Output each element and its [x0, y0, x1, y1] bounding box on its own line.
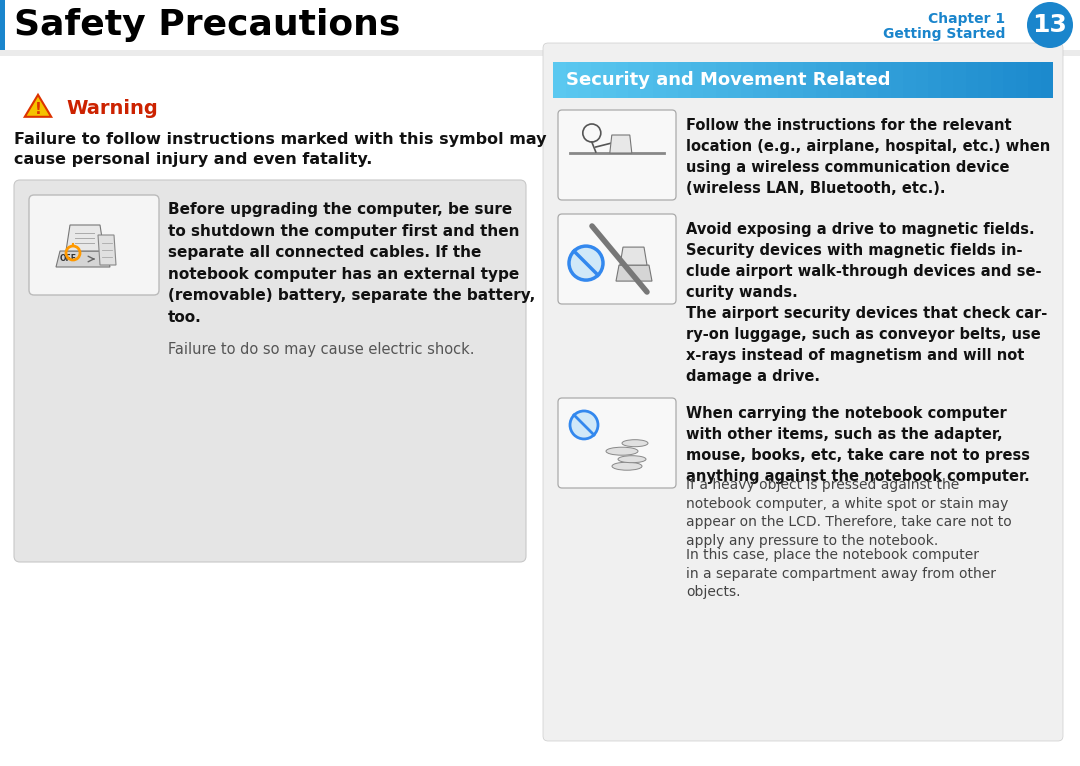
FancyBboxPatch shape: [29, 195, 159, 295]
Circle shape: [1027, 2, 1074, 48]
Bar: [627, 62, 642, 98]
Bar: [978, 62, 991, 98]
Bar: [653, 62, 666, 98]
Bar: [640, 62, 654, 98]
Polygon shape: [616, 265, 652, 281]
Bar: [1003, 62, 1016, 98]
Bar: [853, 62, 866, 98]
Bar: [878, 62, 891, 98]
Text: Follow the instructions for the relevant
location (e.g., airplane, hospital, etc: Follow the instructions for the relevant…: [686, 118, 1050, 196]
Bar: [578, 62, 592, 98]
Text: In this case, place the notebook computer
in a separate compartment away from ot: In this case, place the notebook compute…: [686, 548, 996, 599]
Text: Security and Movement Related: Security and Movement Related: [566, 71, 891, 89]
FancyBboxPatch shape: [558, 398, 676, 488]
Bar: [966, 62, 978, 98]
Bar: [928, 62, 942, 98]
Ellipse shape: [606, 447, 638, 455]
Bar: [828, 62, 841, 98]
Bar: [1028, 62, 1041, 98]
Bar: [804, 62, 816, 98]
FancyBboxPatch shape: [553, 62, 567, 98]
Bar: [690, 62, 704, 98]
Bar: [678, 62, 691, 98]
Polygon shape: [620, 247, 647, 265]
Text: Failure to do so may cause electric shock.: Failure to do so may cause electric shoc…: [168, 342, 474, 357]
Bar: [603, 62, 617, 98]
Bar: [753, 62, 767, 98]
Bar: [0, 0, 5, 50]
Bar: [741, 62, 754, 98]
Text: OFF: OFF: [60, 254, 77, 263]
Bar: [1015, 62, 1029, 98]
Bar: [1040, 62, 1053, 98]
Text: Getting Started: Getting Started: [882, 27, 1005, 41]
Circle shape: [569, 246, 603, 280]
Bar: [591, 62, 604, 98]
Bar: [703, 62, 716, 98]
Text: Warning: Warning: [66, 99, 158, 117]
Ellipse shape: [622, 440, 648, 447]
Polygon shape: [56, 251, 110, 267]
Text: Chapter 1: Chapter 1: [928, 12, 1005, 26]
Text: Avoid exposing a drive to magnetic fields.
Security devices with magnetic fields: Avoid exposing a drive to magnetic field…: [686, 222, 1041, 300]
Bar: [791, 62, 804, 98]
Text: !: !: [35, 103, 41, 117]
Text: 13: 13: [1032, 13, 1067, 37]
Bar: [616, 62, 629, 98]
Bar: [0, 0, 1080, 50]
Text: Safety Precautions: Safety Precautions: [14, 8, 401, 42]
Bar: [766, 62, 779, 98]
Bar: [566, 62, 579, 98]
Polygon shape: [25, 95, 51, 116]
Bar: [865, 62, 879, 98]
Circle shape: [570, 411, 598, 439]
Text: Failure to follow instructions marked with this symbol may: Failure to follow instructions marked wi…: [14, 132, 546, 147]
Bar: [0, 50, 1080, 56]
Polygon shape: [66, 225, 104, 251]
Bar: [990, 62, 1004, 98]
Bar: [815, 62, 829, 98]
Bar: [715, 62, 729, 98]
FancyBboxPatch shape: [558, 214, 676, 304]
Text: cause personal injury and even fatality.: cause personal injury and even fatality.: [14, 152, 373, 167]
Bar: [891, 62, 904, 98]
FancyBboxPatch shape: [558, 110, 676, 200]
Bar: [728, 62, 742, 98]
Bar: [941, 62, 954, 98]
Text: If a heavy object is pressed against the
notebook computer, a white spot or stai: If a heavy object is pressed against the…: [686, 478, 1012, 548]
Ellipse shape: [612, 462, 642, 470]
Bar: [778, 62, 792, 98]
Text: When carrying the notebook computer
with other items, such as the adapter,
mouse: When carrying the notebook computer with…: [686, 406, 1030, 484]
Bar: [0, 50, 1080, 53]
FancyBboxPatch shape: [14, 180, 526, 562]
Bar: [665, 62, 679, 98]
FancyBboxPatch shape: [543, 43, 1063, 741]
Bar: [953, 62, 967, 98]
Bar: [916, 62, 929, 98]
Polygon shape: [610, 135, 632, 153]
Ellipse shape: [618, 456, 646, 463]
Bar: [840, 62, 854, 98]
Polygon shape: [98, 235, 116, 265]
Bar: [903, 62, 917, 98]
Text: Before upgrading the computer, be sure
to shutdown the computer first and then
s: Before upgrading the computer, be sure t…: [168, 202, 536, 325]
Text: The airport security devices that check car-
ry-on luggage, such as conveyor bel: The airport security devices that check …: [686, 306, 1048, 384]
